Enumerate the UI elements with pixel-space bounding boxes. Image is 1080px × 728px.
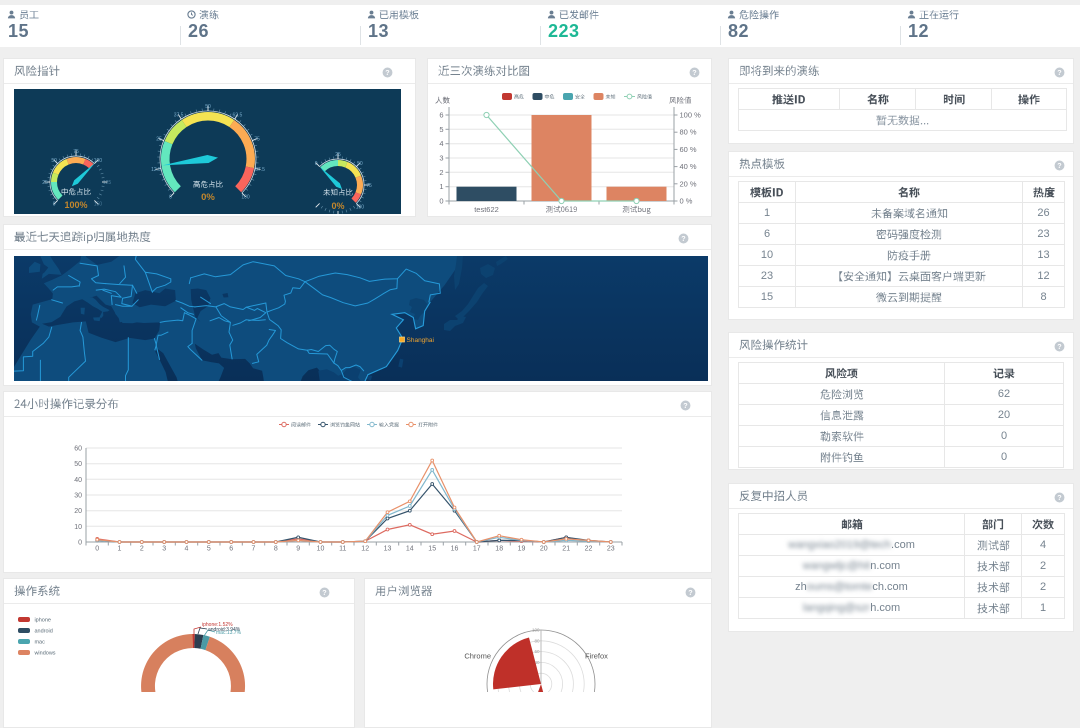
svg-text:20 %: 20 % bbox=[680, 179, 697, 188]
svg-text:?: ? bbox=[322, 588, 326, 597]
svg-text:0: 0 bbox=[53, 202, 56, 208]
svg-text:?: ? bbox=[1057, 493, 1061, 502]
svg-text:60: 60 bbox=[74, 446, 82, 453]
svg-text:0: 0 bbox=[78, 540, 82, 547]
svg-text:60 %: 60 % bbox=[680, 145, 697, 154]
svg-text:test622: test622 bbox=[474, 205, 499, 214]
svg-text:0%: 0% bbox=[331, 201, 344, 211]
svg-text:1: 1 bbox=[118, 546, 122, 553]
svg-text:60: 60 bbox=[534, 649, 540, 654]
svg-text:13: 13 bbox=[384, 546, 392, 553]
svg-text:50: 50 bbox=[51, 158, 57, 164]
svg-text:8: 8 bbox=[274, 546, 278, 553]
svg-text:2: 2 bbox=[439, 168, 443, 177]
svg-text:6: 6 bbox=[229, 546, 233, 553]
svg-text:?: ? bbox=[385, 68, 389, 77]
svg-text:150: 150 bbox=[94, 202, 103, 208]
svg-text:11: 11 bbox=[339, 546, 346, 553]
svg-text:87.5: 87.5 bbox=[255, 167, 265, 173]
svg-text:7: 7 bbox=[252, 546, 256, 553]
svg-text:6: 6 bbox=[439, 111, 443, 120]
svg-text:?: ? bbox=[1057, 161, 1061, 170]
svg-text:0: 0 bbox=[95, 546, 99, 553]
svg-text:14: 14 bbox=[406, 546, 414, 553]
svg-text:21: 21 bbox=[562, 546, 570, 553]
svg-text:100: 100 bbox=[241, 194, 250, 200]
svg-text:75: 75 bbox=[366, 183, 372, 189]
svg-text:Shanghai: Shanghai bbox=[407, 337, 434, 344]
svg-text:Chrome: Chrome bbox=[464, 652, 491, 661]
svg-text:?: ? bbox=[681, 234, 685, 243]
svg-text:100 %: 100 % bbox=[680, 111, 702, 120]
svg-text:25: 25 bbox=[42, 180, 48, 186]
svg-text:2: 2 bbox=[140, 546, 144, 553]
svg-text:?: ? bbox=[692, 68, 696, 77]
svg-text:10: 10 bbox=[317, 546, 325, 553]
svg-text:4: 4 bbox=[439, 139, 443, 148]
svg-text:5: 5 bbox=[439, 125, 443, 134]
svg-text:80: 80 bbox=[534, 638, 540, 643]
svg-text:12: 12 bbox=[361, 546, 369, 553]
svg-text:4: 4 bbox=[185, 546, 189, 553]
svg-text:?: ? bbox=[1057, 342, 1061, 351]
svg-text:25: 25 bbox=[335, 152, 341, 158]
svg-text:100: 100 bbox=[94, 158, 103, 164]
svg-text:0: 0 bbox=[315, 161, 318, 167]
svg-text:50: 50 bbox=[74, 461, 82, 468]
svg-text:17: 17 bbox=[473, 546, 481, 553]
svg-text:25: 25 bbox=[156, 137, 162, 143]
svg-text:?: ? bbox=[688, 588, 692, 597]
svg-text:0: 0 bbox=[169, 194, 172, 200]
svg-text:100: 100 bbox=[532, 628, 540, 633]
svg-text:Firefox: Firefox bbox=[585, 652, 608, 661]
svg-text:100: 100 bbox=[356, 205, 365, 211]
svg-text:15: 15 bbox=[428, 546, 436, 553]
svg-text:40 %: 40 % bbox=[680, 162, 697, 171]
svg-text:75: 75 bbox=[73, 149, 79, 155]
svg-text:50: 50 bbox=[357, 161, 363, 167]
svg-text:23: 23 bbox=[607, 546, 615, 553]
svg-text:3: 3 bbox=[439, 154, 443, 163]
svg-text:20: 20 bbox=[74, 508, 82, 515]
svg-text:1: 1 bbox=[439, 182, 443, 191]
svg-text:3: 3 bbox=[162, 546, 166, 553]
svg-text:62.5: 62.5 bbox=[233, 113, 243, 119]
svg-text:75: 75 bbox=[254, 137, 260, 143]
svg-text:?: ? bbox=[683, 401, 687, 410]
svg-text:19: 19 bbox=[518, 546, 526, 553]
svg-text:20: 20 bbox=[540, 546, 548, 553]
svg-text:?: ? bbox=[1057, 68, 1061, 77]
svg-text:0 %: 0 % bbox=[680, 197, 693, 206]
svg-text:18: 18 bbox=[495, 546, 503, 553]
svg-text:125: 125 bbox=[103, 180, 112, 186]
svg-text:16: 16 bbox=[451, 546, 459, 553]
svg-text:50: 50 bbox=[205, 104, 211, 110]
svg-text:9: 9 bbox=[296, 546, 300, 553]
svg-text:mac:13.7%: mac:13.7% bbox=[216, 630, 242, 636]
svg-text:100%: 100% bbox=[64, 200, 87, 210]
svg-text:5: 5 bbox=[207, 546, 211, 553]
svg-text:0: 0 bbox=[439, 197, 443, 206]
svg-text:0%: 0% bbox=[201, 192, 215, 203]
svg-text:37.5: 37.5 bbox=[174, 113, 184, 119]
svg-text:30: 30 bbox=[74, 493, 82, 500]
svg-text:10: 10 bbox=[74, 524, 82, 531]
svg-text:80 %: 80 % bbox=[680, 128, 697, 137]
svg-text:40: 40 bbox=[74, 477, 82, 484]
svg-text:12.5: 12.5 bbox=[151, 167, 161, 173]
svg-text:22: 22 bbox=[585, 546, 593, 553]
